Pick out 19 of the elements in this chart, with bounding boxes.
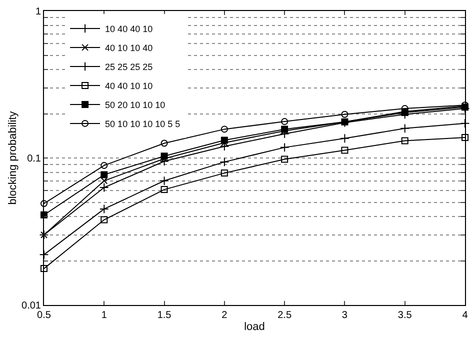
x-tick-label: 1.5 <box>157 310 172 321</box>
legend-label: 40 10 10 40 <box>105 42 153 53</box>
x-axis-title: load <box>244 321 265 334</box>
x-tick-label: 0.5 <box>37 310 52 321</box>
y-axis-title: blocking probability <box>7 110 20 205</box>
legend-label: 25 25 25 25 <box>105 62 153 72</box>
y-tick-label: 1 <box>35 6 42 18</box>
x-tick-label: 3.5 <box>398 310 412 321</box>
y-tick-label: 0.01 <box>22 300 42 312</box>
legend-label: 40 40 10 10 <box>105 80 153 91</box>
legend-label: 50 20 10 10 10 <box>105 100 166 110</box>
x-tick-label: 1 <box>101 310 108 321</box>
y-tick-label: 0.1 <box>27 154 42 164</box>
legend-label: 50 10 10 10 10 5 5 <box>105 118 180 129</box>
x-tick-label: 3 <box>342 310 348 321</box>
x-tick-label: 2.5 <box>278 310 292 321</box>
x-tick-label: 4 <box>462 310 468 321</box>
x-tick-label: 2 <box>222 310 228 321</box>
legend-label: 10 40 40 10 <box>105 24 153 34</box>
